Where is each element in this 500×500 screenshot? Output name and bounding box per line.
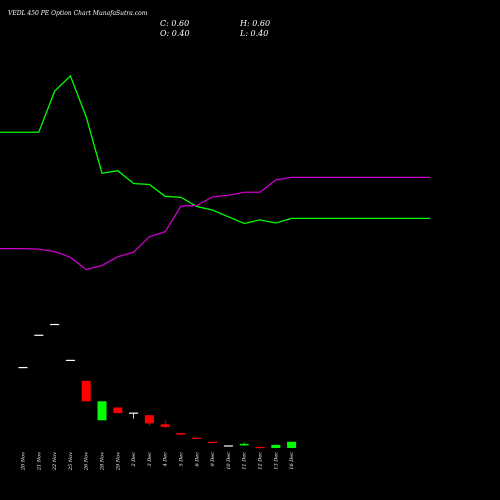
candle [255,446,265,449]
x-tick-label: 13 Dec [273,452,279,470]
candles [18,323,297,449]
candle [160,420,170,428]
candle [50,323,60,326]
candle-body [160,424,170,427]
x-tick-label: 29 Nov [115,452,121,471]
x-tick-label: 10 Dec [226,452,232,470]
x-tick-label: 28 Nov [100,452,106,471]
candle [223,445,233,447]
candle-body [239,443,249,446]
x-tick-label: 26 Nov [84,452,90,471]
candle [129,412,139,419]
x-tick-label: 16 Dec [289,452,295,470]
candle-body [287,441,297,448]
candle [81,380,91,402]
candle [239,442,249,446]
chart-title: VEDL 450 PE Option Chart MunafaSutra.com [8,10,148,17]
candle-body [97,401,107,421]
x-tick-label: 6 Dec [194,452,200,467]
candle [97,401,107,421]
candle-body [65,359,75,361]
x-axis-labels: 20 Nov 21 Nov 22 Nov 25 Nov 26 Nov 28 Nov 29 N… [21,452,296,471]
candle [144,415,154,426]
close-value: C: 0.60 [160,19,189,28]
ma-line-2 [0,176,430,271]
x-tick-label: 12 Dec [258,452,264,470]
x-tick-label: 20 Nov [21,452,27,471]
candle-body [129,412,139,414]
candle-body [50,323,60,326]
x-tick-label: 21 Nov [36,452,42,471]
candle-body [144,415,154,424]
candle-body [223,445,233,447]
candle-body [271,444,281,448]
low-value: L: 0.40 [239,29,268,38]
candle [271,444,281,448]
candle-body [255,446,265,449]
candle-body [34,334,44,336]
x-tick-label: 9 Dec [210,452,216,467]
x-tick-label: 4 Dec [163,452,169,468]
moving-averages [0,74,430,271]
candle [65,359,75,361]
x-tick-label: 2 Dec [131,452,137,468]
x-tick-label: 22 Nov [52,452,58,471]
candle [34,334,44,336]
candle [208,441,218,443]
high-value: H: 0.60 [239,19,270,28]
x-tick-label: 3 Dec [147,452,153,467]
candle-body [113,407,123,414]
ma-line-1 [0,74,430,225]
candle [113,407,123,414]
x-tick-label: 25 Nov [68,452,74,471]
candle [287,441,297,448]
candle-body [18,366,28,369]
candle-body [208,441,218,443]
x-tick-label: 11 Dec [242,452,248,470]
candle-body [176,433,186,435]
candle-body [192,437,202,439]
candle-body [81,380,91,402]
open-value: O: 0.40 [160,29,190,38]
candle [18,366,28,369]
x-tick-label: 5 Dec [179,452,185,467]
candle [192,437,202,439]
candle [176,433,186,435]
